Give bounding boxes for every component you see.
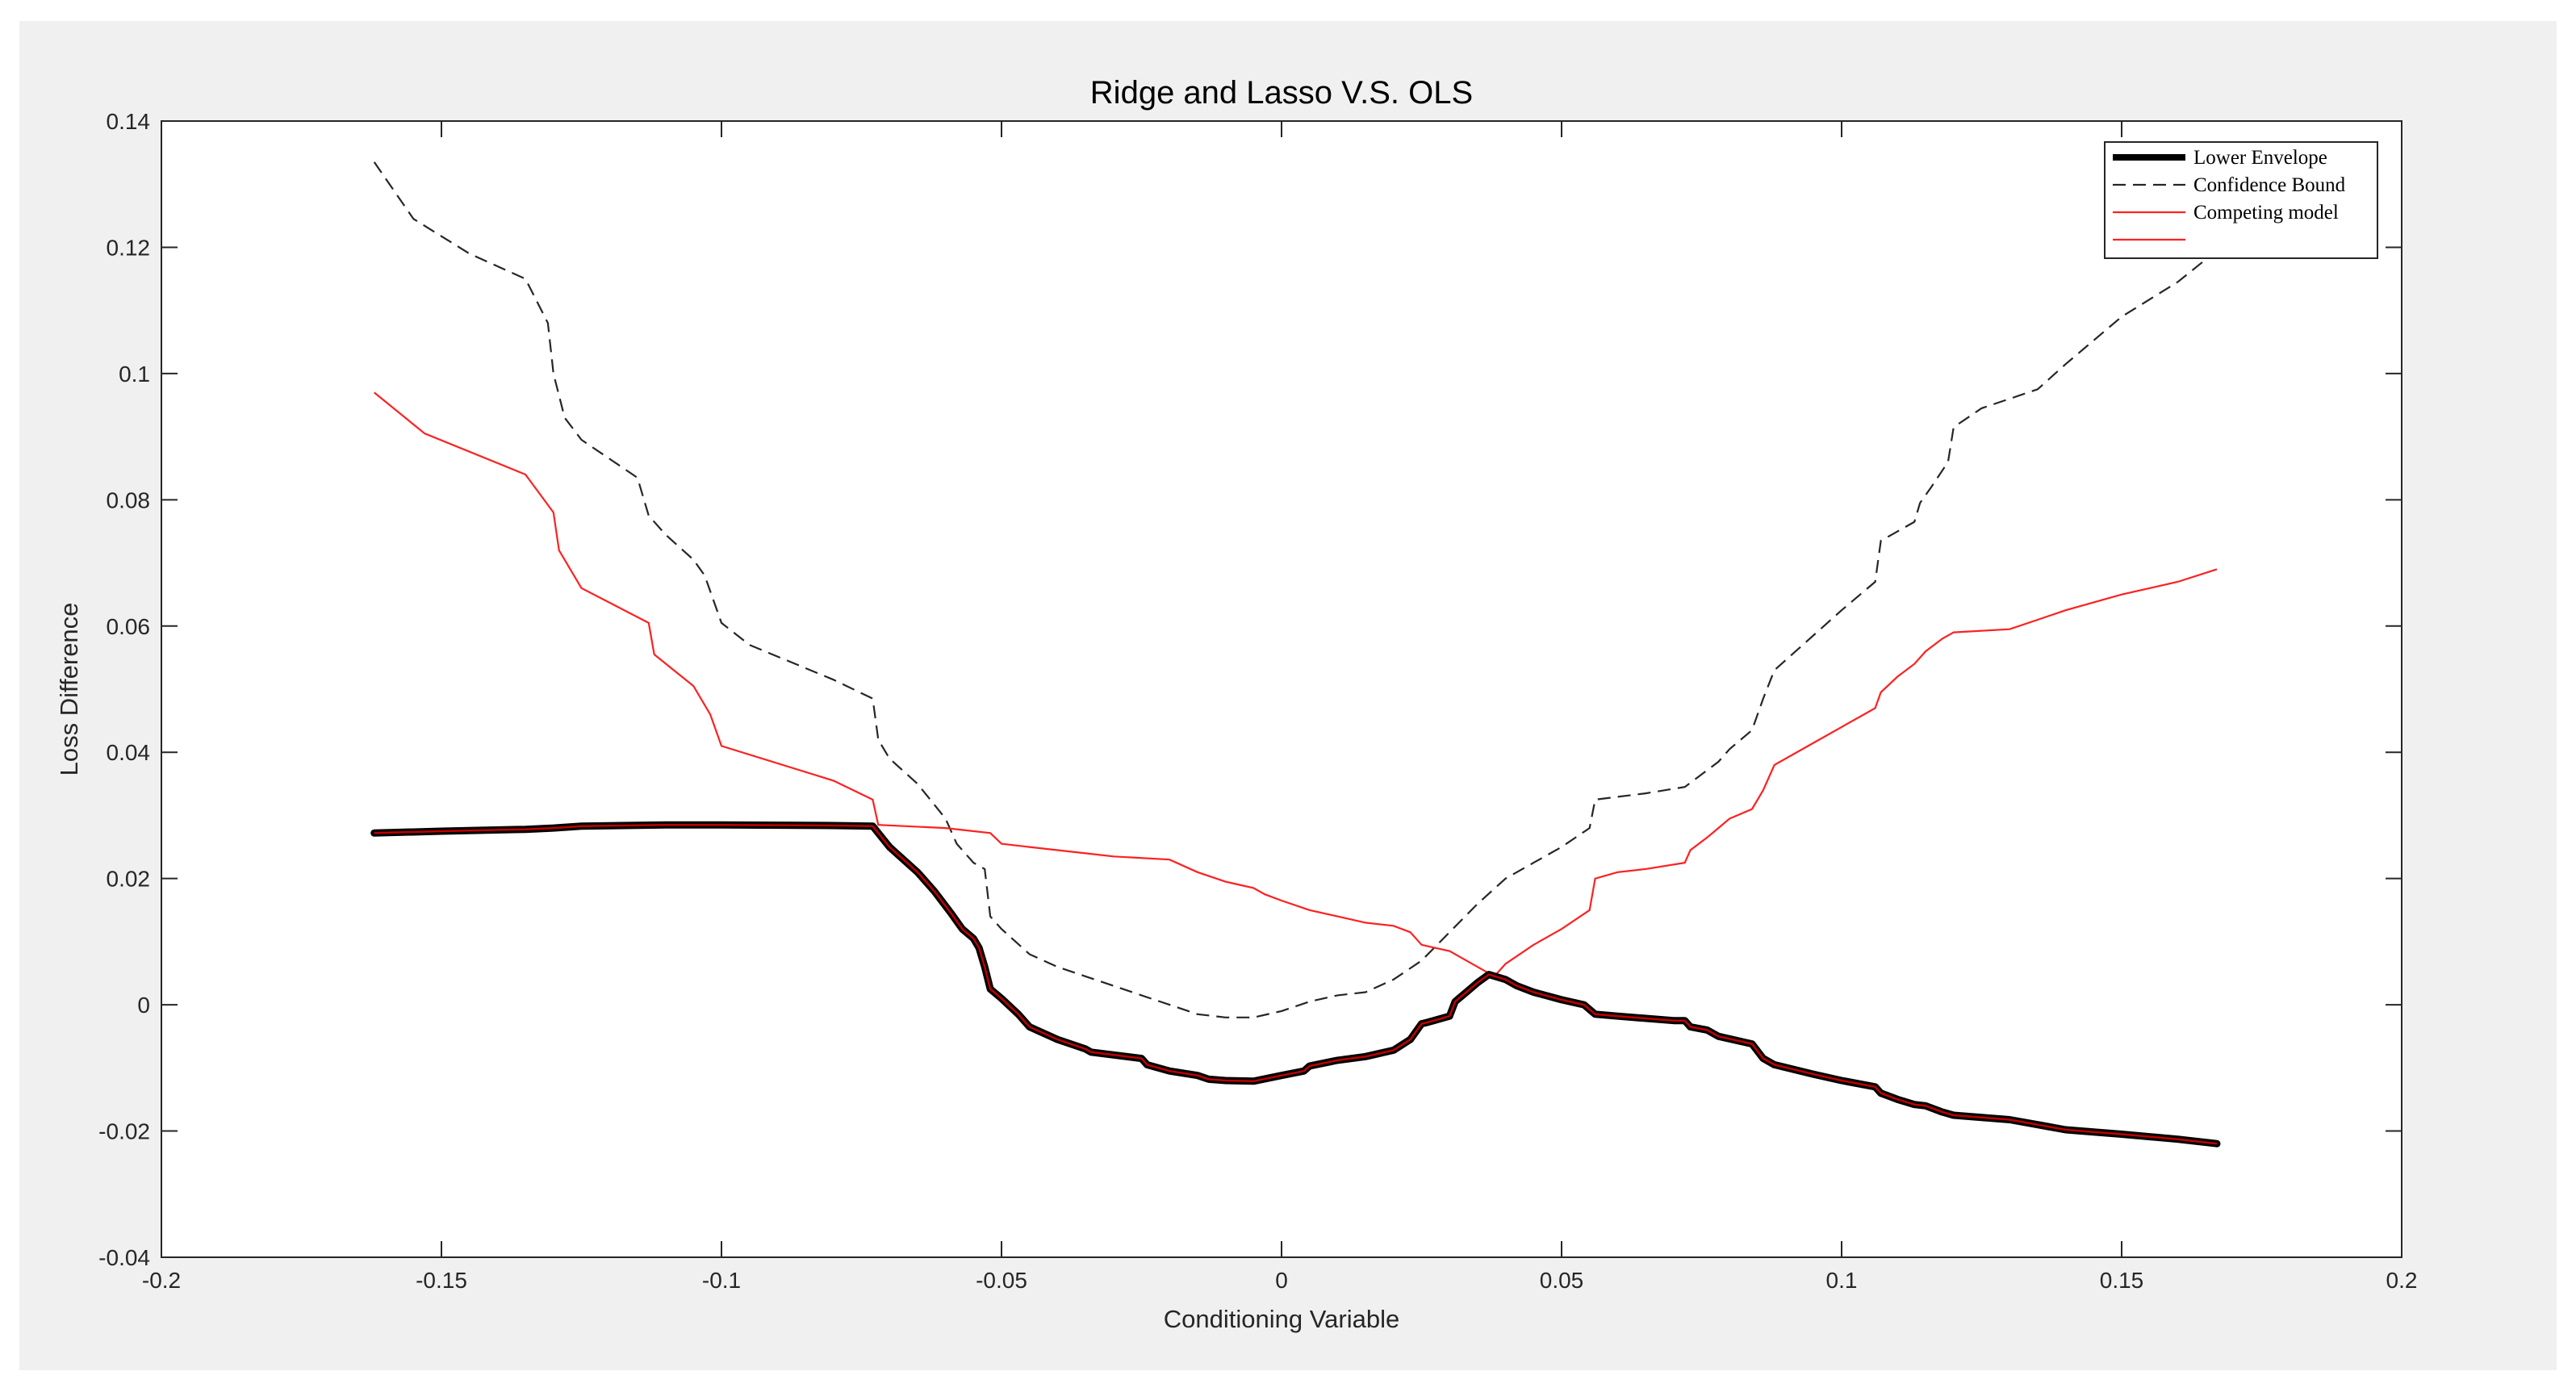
y-tick-label: 0.14 bbox=[107, 109, 151, 134]
y-axis-ticks: -0.04 -0.02 0 0.02 0.04 0.06 0.08 0.1 0.12 0.14 bbox=[98, 109, 2402, 1270]
y-tick-label: 0.02 bbox=[107, 867, 151, 892]
legend: Lower Envelope Confidence Bound Competing … bbox=[2104, 141, 2378, 259]
y-tick-label: -0.02 bbox=[98, 1119, 150, 1144]
x-tick-label: 0.05 bbox=[1540, 1268, 1584, 1293]
y-tick-label: -0.04 bbox=[98, 1245, 150, 1270]
plot-area bbox=[161, 120, 2402, 1258]
x-tick-label: -0.2 bbox=[142, 1268, 181, 1293]
y-tick-label: 0 bbox=[137, 993, 150, 1018]
x-tick-label: -0.1 bbox=[702, 1268, 741, 1293]
y-tick-label: 0.04 bbox=[107, 740, 151, 765]
legend-label-lower-envelope: Lower Envelope bbox=[2193, 147, 2327, 169]
x-tick-label: 0 bbox=[1275, 1268, 1288, 1293]
series-layer bbox=[370, 161, 2221, 1148]
legend-label-competing-model: Competing model bbox=[2193, 202, 2339, 224]
legend-box bbox=[2104, 141, 2378, 259]
legend-label-confidence-bound: Confidence Bound bbox=[2193, 174, 2346, 196]
x-axis-label: Conditioning Variable bbox=[1164, 1305, 1399, 1333]
legend-entries: Lower Envelope Confidence Bound Competing … bbox=[2113, 147, 2346, 241]
y-tick-label: 0.08 bbox=[107, 487, 151, 512]
y-tick-label: 0.06 bbox=[107, 614, 151, 639]
y-tick-label: 0.1 bbox=[119, 362, 150, 387]
chart-title: Ridge and Lasso V.S. OLS bbox=[1090, 75, 1473, 111]
confidence-bound-line bbox=[373, 161, 2218, 1018]
x-tick-label: 0.2 bbox=[2386, 1268, 2418, 1293]
lower-envelope-core-line bbox=[374, 823, 2218, 1145]
x-tick-label: 0.15 bbox=[2100, 1268, 2144, 1293]
x-tick-label: -0.05 bbox=[976, 1268, 1027, 1293]
x-tick-label: 0.1 bbox=[1826, 1268, 1858, 1293]
x-axis-ticks: -0.2 -0.15 -0.1 -0.05 0 0.05 0.1 0.15 0.2 bbox=[142, 121, 2418, 1293]
x-tick-label: -0.15 bbox=[416, 1268, 467, 1293]
y-axis-label: Loss Difference bbox=[55, 603, 83, 776]
competing-model-line bbox=[374, 391, 2218, 978]
y-tick-label: 0.12 bbox=[107, 235, 151, 260]
